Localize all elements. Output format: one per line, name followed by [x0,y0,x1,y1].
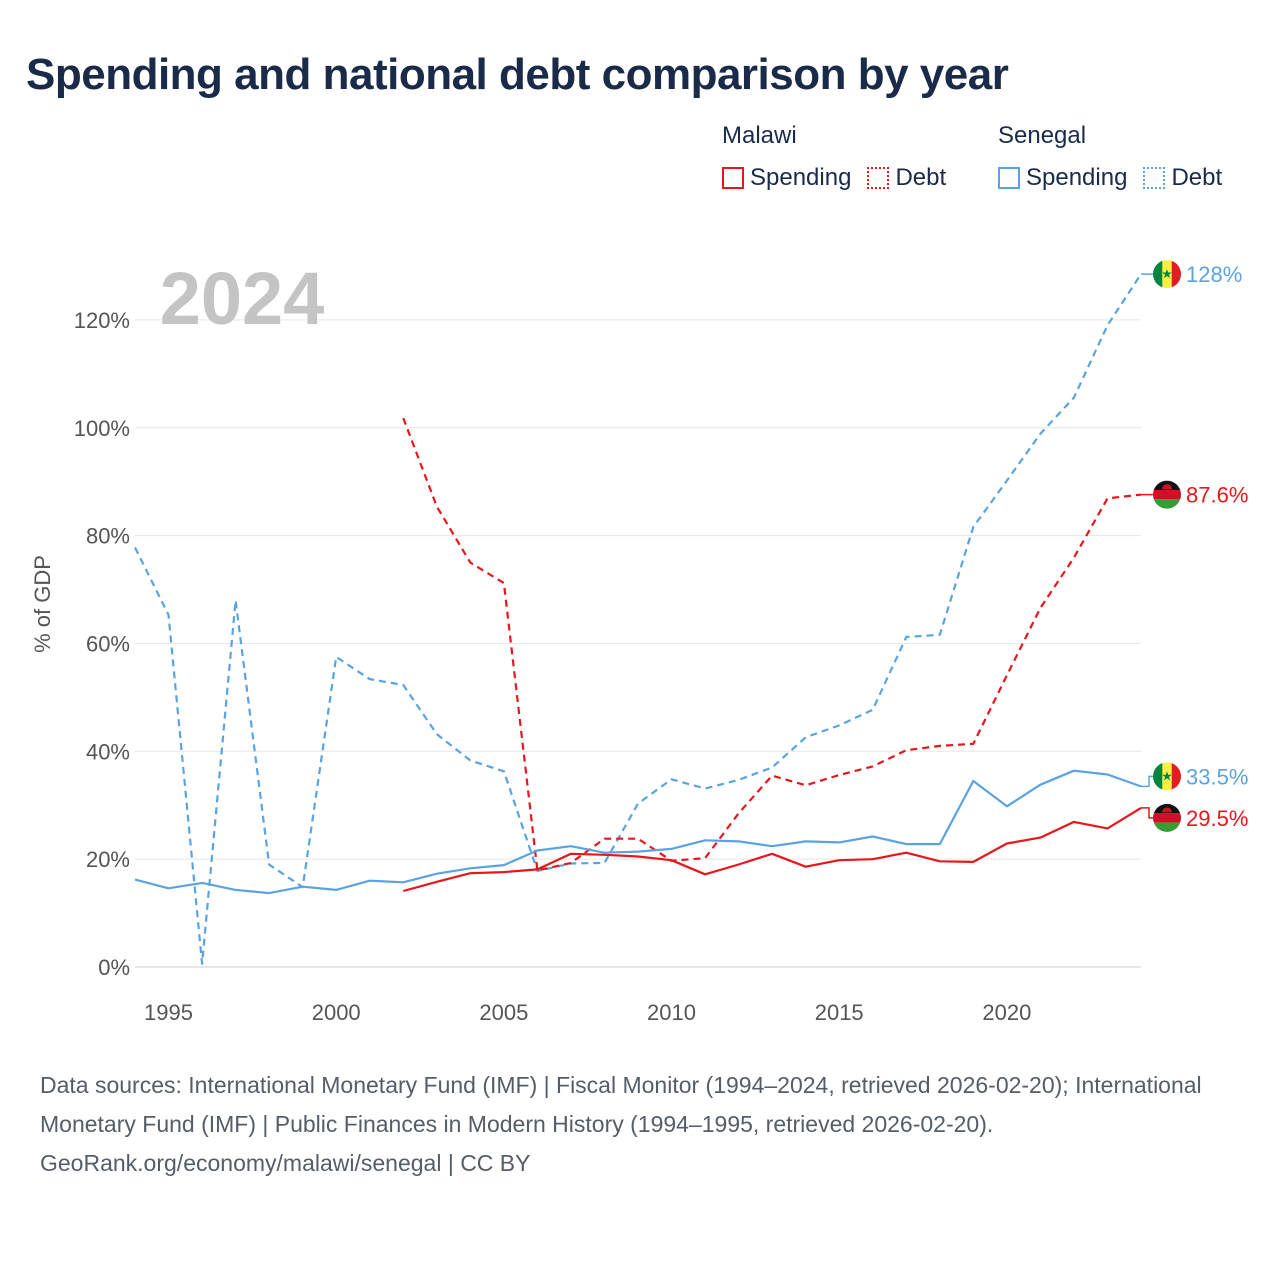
legend-country-senegal: Senegal [998,122,1087,149]
x-tick-label: 2000 [312,1000,361,1025]
end-value-label: 33.5% [1186,764,1248,789]
legend-malawi: Malawi Spending Debt [722,122,946,192]
end-label-layer: 128% 87.6% 33.5% 29.5% [1141,260,1248,832]
legend-label-malawi-spending: Spending [750,164,852,191]
end-value-label: 128% [1186,262,1242,287]
malawi-flag-icon [1153,480,1181,509]
series-line-senegal-spending[interactable] [134,769,1142,895]
legend-swatch-dotted-icon [1143,167,1166,189]
line-chart: 0% 20% 40% 60% 80% 100% 120% 1995 2000 2005 2010 20… [30,257,1248,1025]
legend-label-senegal-spending: Spending [1026,164,1128,191]
series-line-malawi-spending[interactable] [403,806,1142,893]
end-label-connector [1141,807,1153,819]
y-tick-label: 80% [86,524,130,549]
legend-item-malawi-debt[interactable]: Debt [867,164,946,192]
x-tick-label: 2015 [815,1000,864,1025]
legend-item-malawi-spending[interactable]: Spending [722,164,851,192]
end-label-connector [1141,775,1153,788]
y-tick-label: 20% [86,847,130,872]
senegal-flag-icon [1153,260,1181,289]
end-value-label: 29.5% [1186,806,1248,831]
legend-item-senegal-spending[interactable]: Spending [998,164,1127,192]
legend-swatch-solid-icon [722,167,744,189]
y-tick-label: 120% [74,308,130,333]
x-tick-label: 1995 [144,1000,193,1025]
grid-layer: 0% 20% 40% 60% 80% 100% 120% 1995 2000 2005 2010 20… [74,308,1141,1025]
series-layer [134,273,1142,965]
y-tick-label: 40% [86,739,130,764]
legend-item-senegal-debt[interactable]: Debt [1143,164,1222,192]
footer: Data sources: International Monetary Fun… [40,1066,1240,1183]
senegal-flag-icon [1153,762,1181,791]
x-tick-label: 2005 [479,1000,528,1025]
legend-senegal: Senegal Spending Debt [998,122,1222,192]
x-tick-label: 2020 [982,1000,1031,1025]
series-line-senegal-debt[interactable] [134,273,1142,965]
legend-label-malawi-debt: Debt [895,164,947,191]
y-tick-label: 60% [86,631,130,656]
legend-country-malawi: Malawi [722,122,797,149]
legend-swatch-dotted-icon [867,167,890,189]
year-watermark: 2024 [160,257,325,340]
y-tick-label: 100% [74,416,130,441]
legend-label-senegal-debt: Debt [1171,164,1223,191]
x-tick-label: 2010 [647,1000,696,1025]
y-tick-label: 0% [98,955,130,980]
chart-title: Spending and national debt comparison by… [26,50,1009,99]
y-axis-title: % of GDP [30,555,55,653]
data-sources-text: Data sources: International Monetary Fun… [40,1072,1202,1137]
end-value-label: 87.6% [1186,483,1248,508]
legend-swatch-solid-icon [998,167,1020,189]
malawi-flag-icon [1153,803,1181,832]
credit-link[interactable]: GeoRank.org/economy/malawi/senegal | CC … [40,1150,531,1176]
